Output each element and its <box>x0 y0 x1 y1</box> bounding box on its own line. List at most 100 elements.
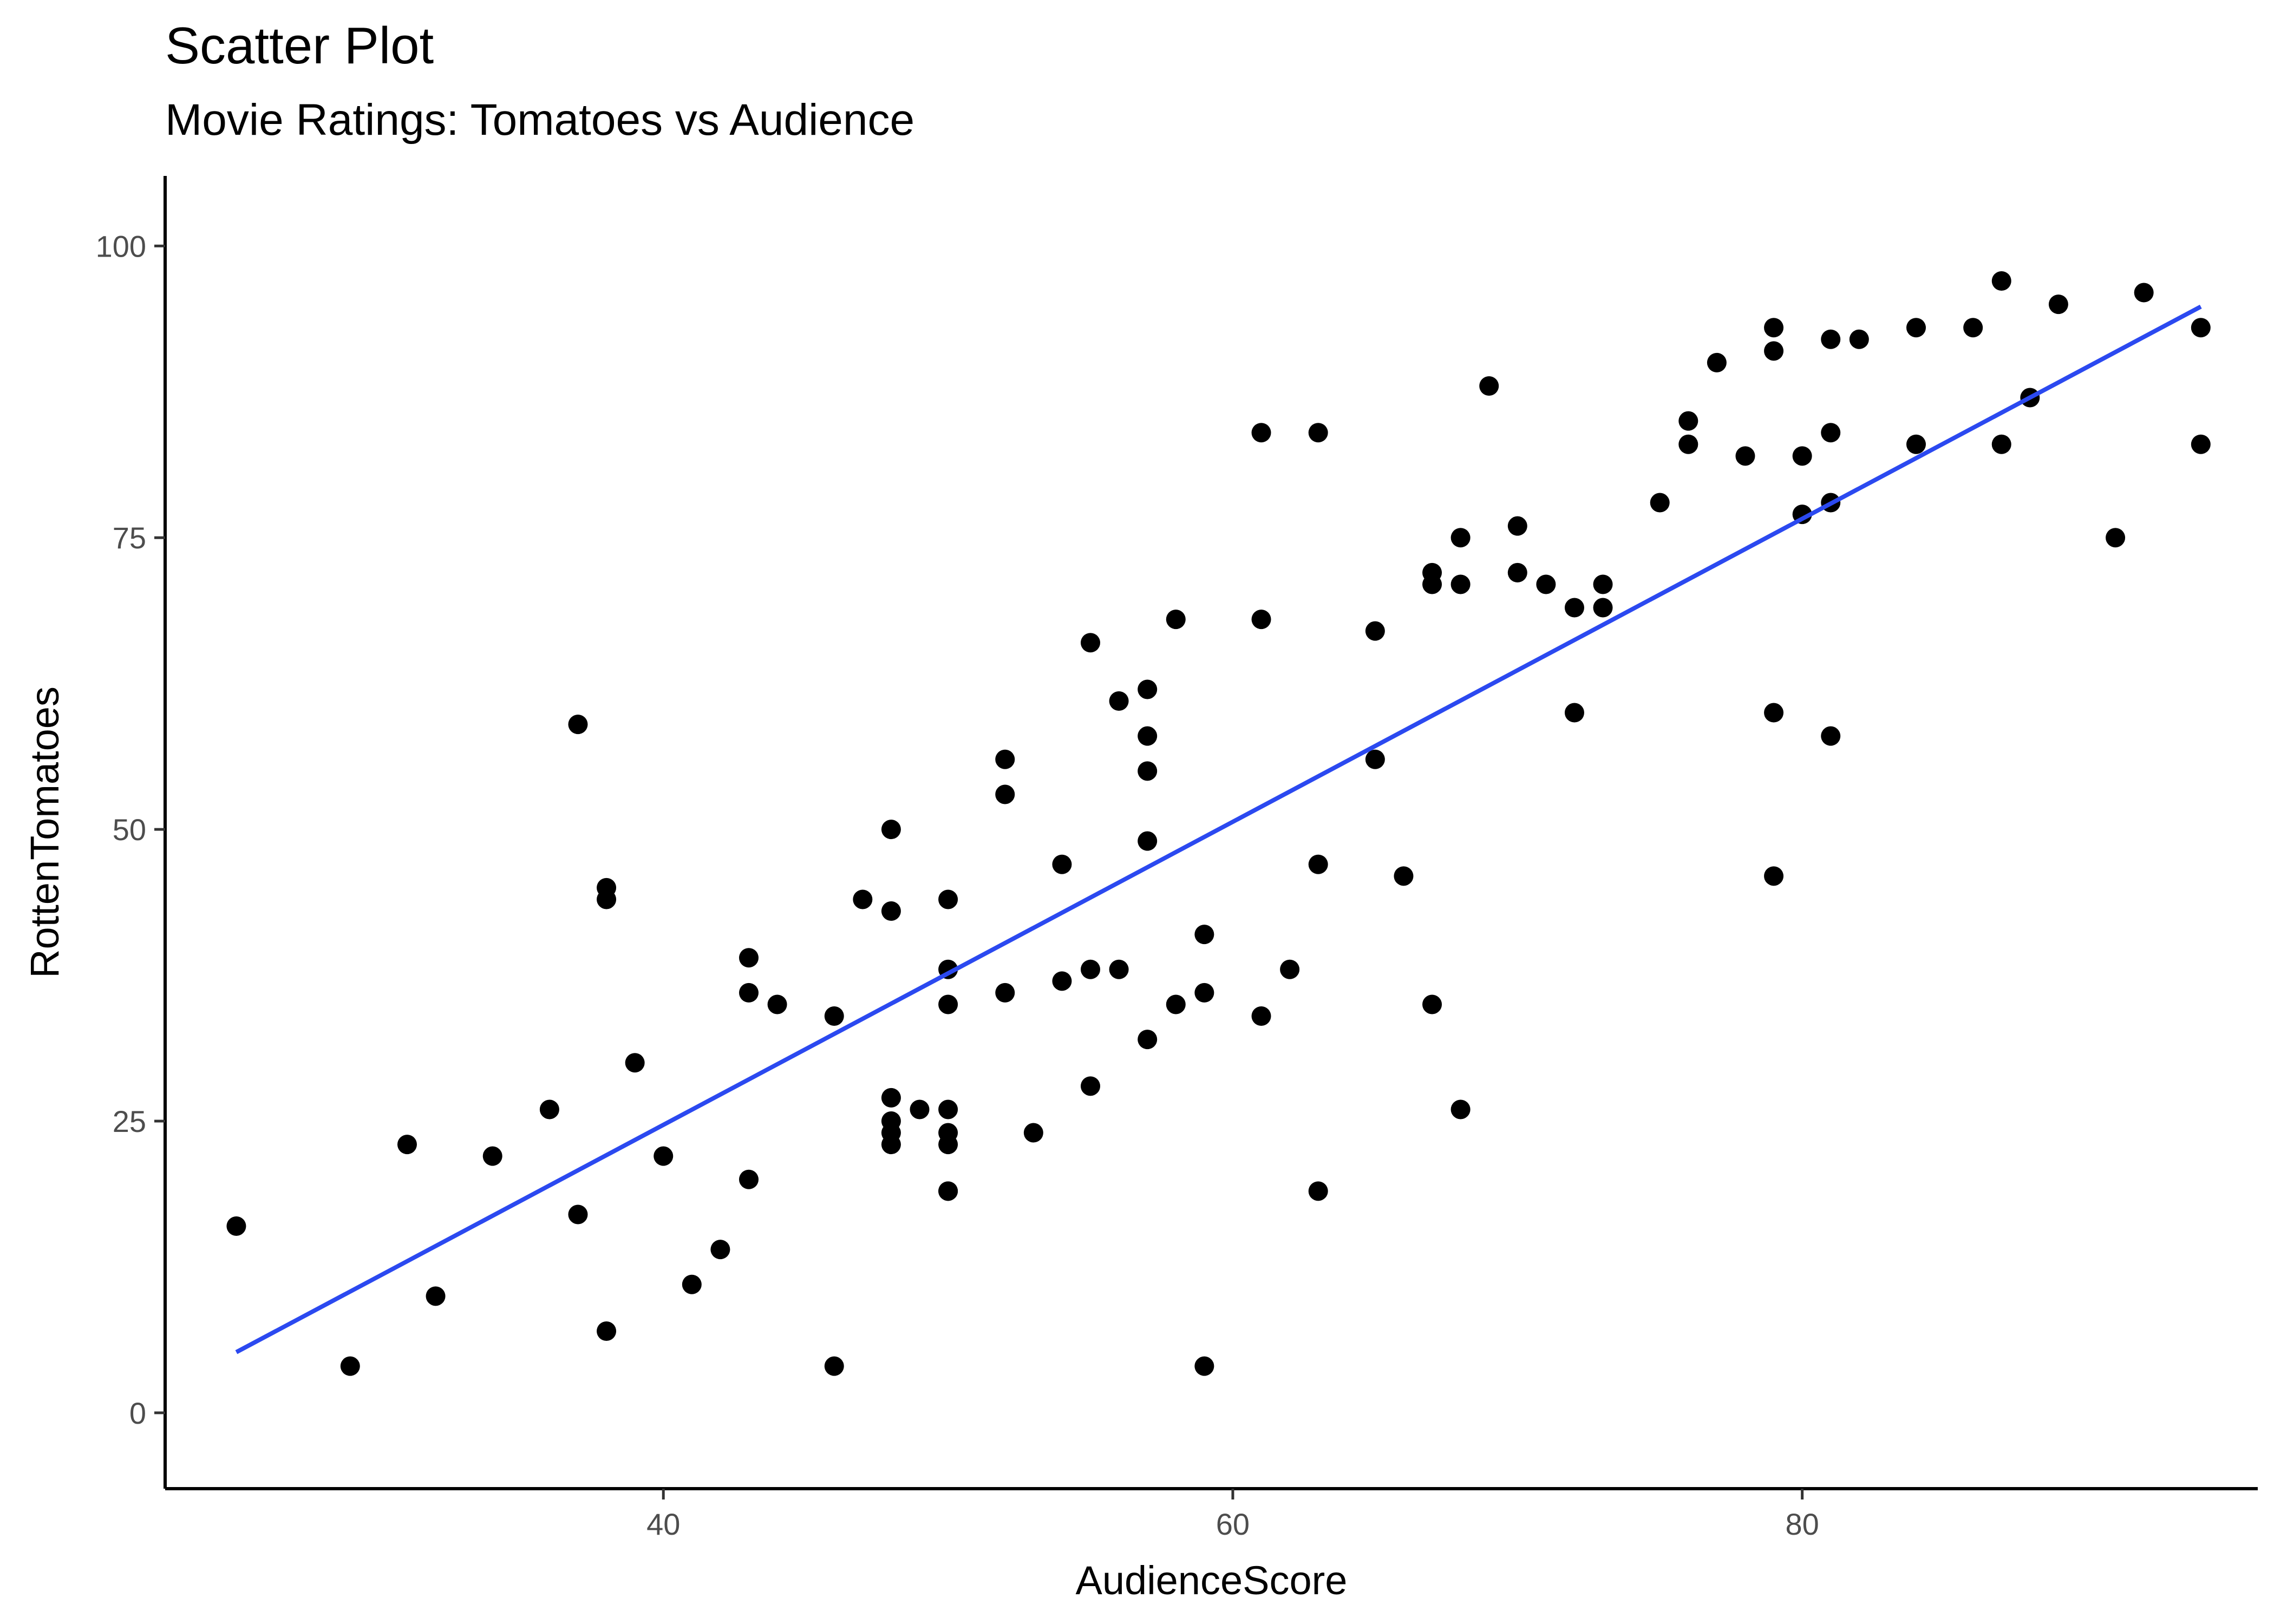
data-point <box>1109 959 1129 979</box>
data-point <box>1564 703 1584 723</box>
data-point <box>995 784 1015 804</box>
data-point <box>1564 598 1584 618</box>
data-point <box>1166 994 1186 1014</box>
data-point <box>1251 610 1271 630</box>
data-point <box>2134 283 2154 303</box>
data-point <box>739 948 759 968</box>
data-point <box>1023 1123 1043 1143</box>
data-point <box>1138 679 1158 699</box>
y-tick-label: 0 <box>129 1396 146 1430</box>
data-point <box>1764 318 1784 338</box>
data-point <box>1764 866 1784 886</box>
data-point <box>1052 854 1072 874</box>
data-point <box>1450 528 1471 548</box>
y-tick-label: 25 <box>113 1104 146 1138</box>
data-point <box>1365 621 1385 641</box>
data-point <box>938 994 958 1014</box>
data-point <box>1308 854 1328 874</box>
data-point <box>938 1099 958 1119</box>
data-point <box>1764 341 1784 361</box>
data-point <box>710 1240 730 1260</box>
x-tick-label: 40 <box>646 1507 680 1541</box>
data-point <box>1479 376 1499 396</box>
data-point <box>625 1053 645 1073</box>
data-point <box>910 1099 930 1119</box>
data-point <box>1450 1099 1471 1119</box>
data-point <box>1194 1356 1214 1376</box>
data-point <box>568 1204 588 1224</box>
data-point <box>1081 1076 1101 1096</box>
y-axis-title: RottenTomatoes <box>22 686 67 978</box>
data-point <box>340 1356 360 1376</box>
data-point <box>881 901 901 921</box>
data-point <box>881 1135 901 1155</box>
data-point <box>938 1181 958 1201</box>
data-point <box>654 1146 674 1166</box>
data-point <box>397 1135 417 1155</box>
data-point <box>1109 691 1129 711</box>
data-point <box>739 1169 759 1189</box>
data-point <box>2048 294 2068 315</box>
data-point <box>1593 574 1613 594</box>
data-point <box>1821 329 1841 349</box>
data-point <box>597 889 617 909</box>
data-point <box>1906 318 1926 338</box>
data-point <box>1138 1030 1158 1050</box>
data-point <box>938 1135 958 1155</box>
data-point <box>1792 446 1812 466</box>
data-point <box>482 1146 502 1166</box>
x-axis-ticks: 40 60 80 <box>646 1489 1819 1541</box>
data-point <box>881 1088 901 1108</box>
data-point <box>1365 749 1385 769</box>
y-axis-ticks: 0 25 50 75 100 <box>96 229 165 1430</box>
data-point <box>995 749 1015 769</box>
data-point <box>1764 703 1784 723</box>
data-point <box>1650 493 1670 513</box>
data-point <box>1821 423 1841 443</box>
chart-title: Scatter Plot <box>165 17 434 75</box>
data-point <box>1507 516 1527 536</box>
data-point <box>1081 633 1101 653</box>
data-point <box>1906 434 1926 454</box>
data-point <box>824 1356 844 1376</box>
data-point <box>1422 994 1442 1014</box>
data-point <box>1280 959 1300 979</box>
data-point <box>682 1274 702 1294</box>
data-point <box>824 1006 844 1026</box>
data-point <box>1536 574 1556 594</box>
data-point <box>226 1216 246 1236</box>
data-point <box>1166 610 1186 630</box>
data-point <box>1138 831 1158 851</box>
data-point <box>853 889 873 909</box>
data-point <box>1849 329 1869 349</box>
data-point <box>1963 318 1983 338</box>
data-point <box>1678 434 1698 454</box>
y-tick-label: 50 <box>113 813 146 847</box>
data-point <box>1422 574 1442 594</box>
data-point <box>2191 318 2211 338</box>
data-point <box>1991 271 2011 291</box>
data-point <box>938 889 958 909</box>
y-tick-label: 100 <box>96 229 146 263</box>
data-point <box>2191 434 2211 454</box>
y-tick-label: 75 <box>113 521 146 555</box>
data-point <box>1194 925 1214 945</box>
data-point <box>1081 959 1101 979</box>
x-tick-label: 80 <box>1785 1507 1819 1541</box>
data-point <box>1052 971 1072 991</box>
data-point <box>767 994 787 1014</box>
data-point <box>426 1286 446 1306</box>
data-point <box>1194 983 1214 1003</box>
data-point <box>597 1321 617 1341</box>
data-point <box>1394 866 1414 886</box>
data-point <box>539 1099 559 1119</box>
data-point <box>1450 574 1471 594</box>
data-point <box>1735 446 1755 466</box>
trend-line <box>235 304 2202 1354</box>
data-point <box>1991 434 2011 454</box>
data-point <box>1678 411 1698 431</box>
data-point <box>1707 352 1727 372</box>
data-point <box>1507 562 1527 582</box>
data-point <box>739 983 759 1003</box>
